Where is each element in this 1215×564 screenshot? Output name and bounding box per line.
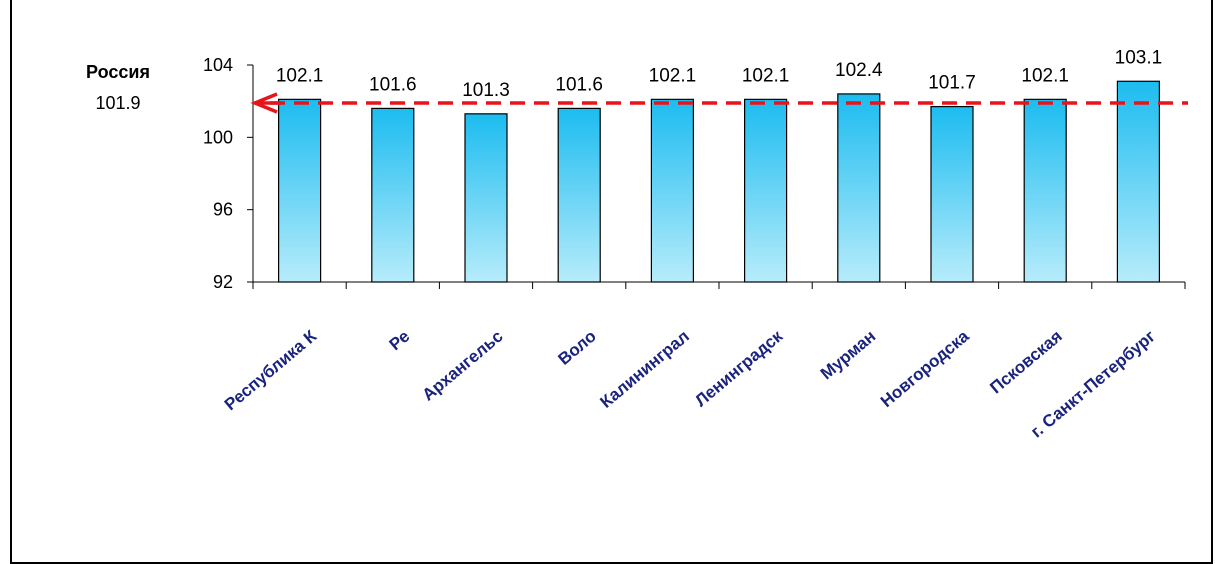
data-labels: 102.1 101.6 101.3 101.6 102.1 102.1 102.4 101.7… (276, 47, 1162, 101)
bar (930, 105, 974, 283)
data-label: 102.4 (835, 60, 883, 81)
category-labels: Республика К Ре Архангельс ВолоКалинингралЛ… (221, 326, 1159, 441)
bar (1116, 80, 1161, 283)
bar (1023, 98, 1067, 283)
data-label: 102.1 (649, 65, 697, 86)
y-tick-label: 100 (203, 127, 233, 147)
bar (743, 98, 788, 283)
category-label: Архангельс (419, 327, 507, 405)
data-label: 102.1 (276, 65, 324, 86)
y-tick-label: 96 (213, 200, 233, 220)
data-label: 101.3 (462, 80, 510, 101)
y-tick-label: 92 (213, 272, 233, 292)
category-label: Ленинградск (691, 326, 786, 410)
bar (557, 107, 601, 283)
bar (650, 98, 695, 283)
data-label: 102.1 (1021, 65, 1069, 86)
bar (464, 113, 508, 283)
category-label: Мурман (817, 327, 879, 384)
data-label: 101.7 (928, 73, 976, 94)
reference-arrow-icon (250, 92, 278, 114)
y-tick-label: 104 (203, 55, 233, 75)
category-label: Воло (554, 327, 599, 369)
reference-line-group (250, 92, 1188, 114)
category-label: Республика К (221, 326, 321, 414)
bar (837, 93, 881, 283)
bar (278, 98, 322, 283)
reference-name: Россия (86, 62, 150, 82)
data-label: 101.6 (555, 74, 603, 95)
bar (371, 107, 415, 283)
category-label: Новгородска (877, 326, 973, 411)
data-label: 101.6 (369, 74, 417, 95)
bars (278, 80, 1161, 283)
category-label: Калининграл (596, 327, 692, 412)
data-label: 103.1 (1115, 47, 1163, 68)
category-label: Ре (386, 327, 414, 355)
category-label: Псковская (986, 327, 1065, 398)
reference-value: 101.9 (95, 93, 140, 113)
data-label: 102.1 (742, 65, 790, 86)
